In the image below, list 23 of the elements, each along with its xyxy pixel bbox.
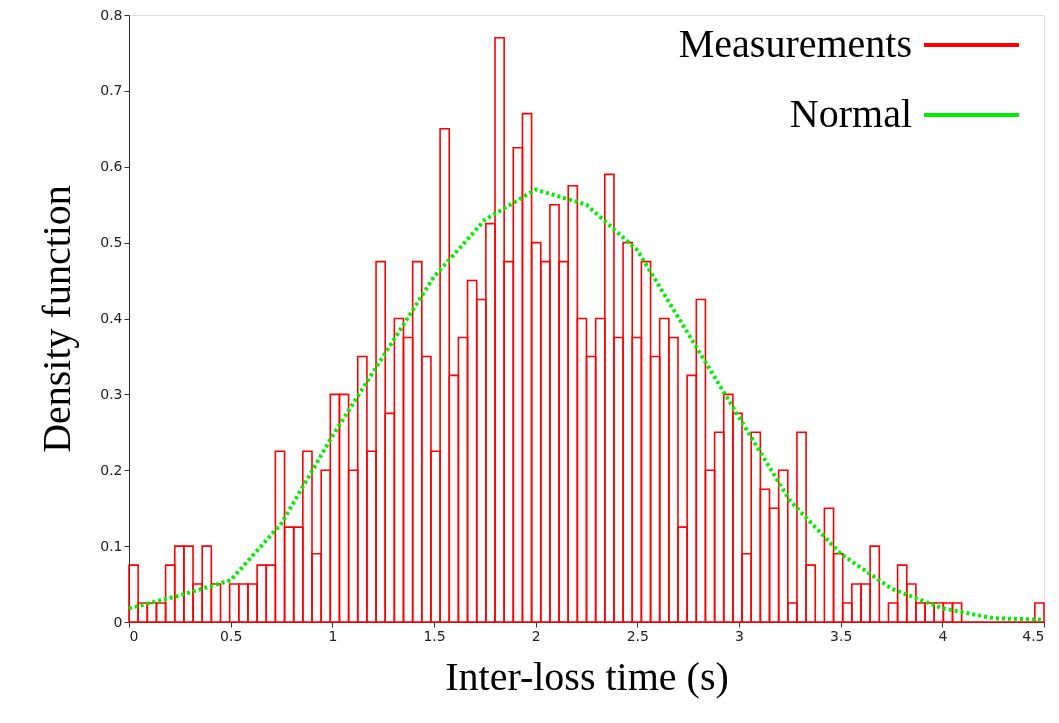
x-tick-label: 0.5	[220, 627, 243, 644]
x-tick-label: 3.5	[830, 627, 853, 644]
y-tick-label: 0.6	[100, 158, 123, 175]
y-tick-label: 0.2	[100, 461, 123, 478]
legend-label: Normal	[789, 91, 912, 136]
y-tick-label: 0.1	[100, 537, 123, 554]
x-tick-label: 3	[735, 627, 744, 644]
y-axis-title: Density function	[34, 185, 80, 453]
x-tick-label: 0	[129, 627, 139, 644]
x-tick-label: 2	[531, 627, 541, 644]
x-tick-label: 4	[938, 627, 948, 644]
x-tick-label: 4.5	[1022, 627, 1045, 644]
y-tick-label: 0.5	[100, 234, 123, 251]
y-tick-label: 0.3	[100, 385, 123, 402]
legend-label: Measurements	[678, 21, 912, 66]
x-tick-label: 1.5	[423, 627, 446, 644]
x-axis-title: Inter-loss time (s)	[445, 653, 729, 699]
x-tick-label: 1	[328, 627, 338, 644]
y-tick-label: 0	[113, 613, 123, 630]
y-tick-label: 0.7	[100, 82, 123, 99]
x-tick-label: 2.5	[626, 627, 649, 644]
y-tick-label: 0.8	[100, 6, 123, 23]
y-tick-label: 0.4	[100, 310, 123, 326]
